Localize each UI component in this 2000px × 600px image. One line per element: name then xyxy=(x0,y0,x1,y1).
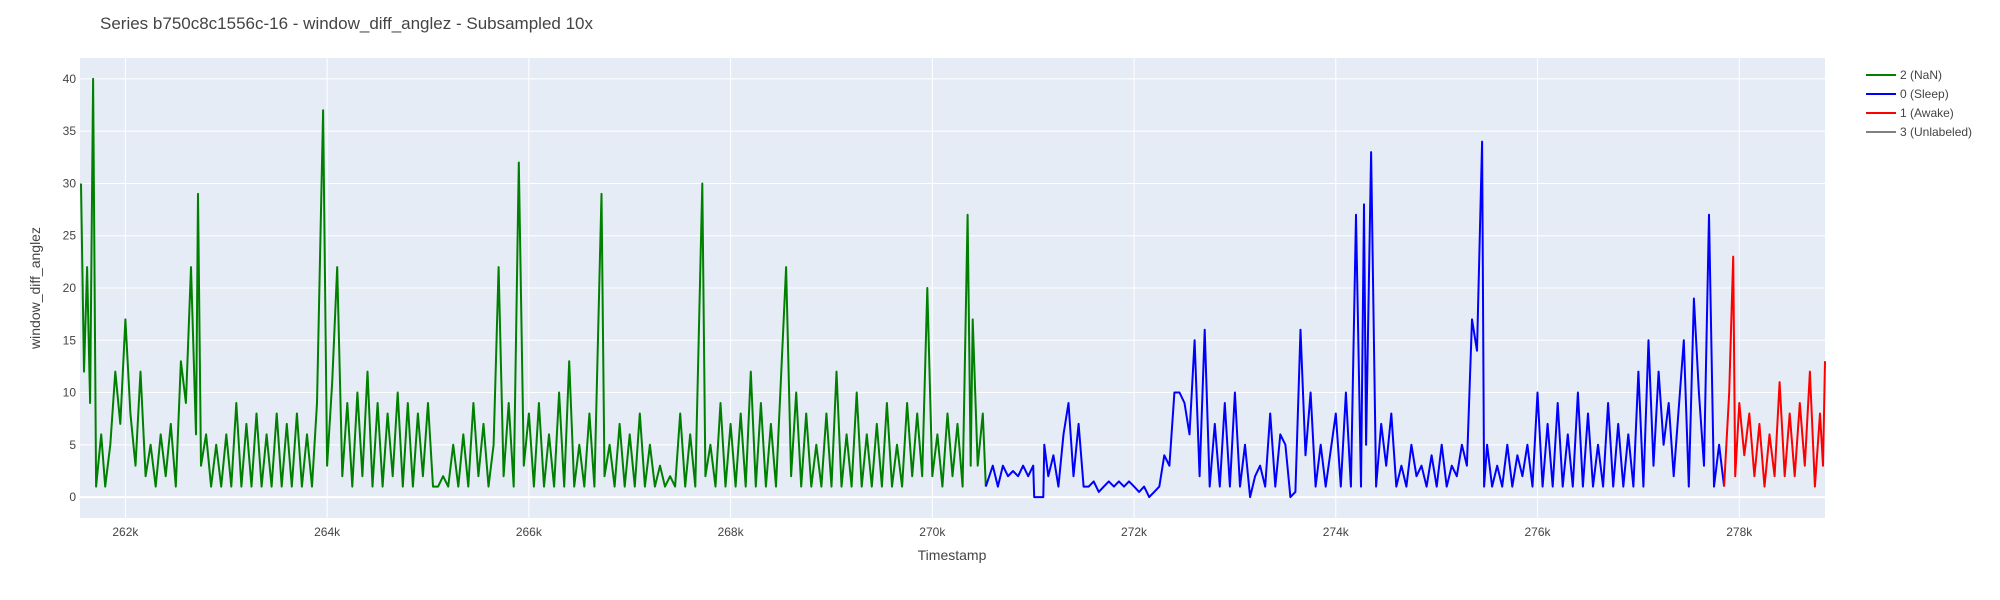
x-tick-label: 276k xyxy=(1525,525,1552,539)
x-axis-title: Timestamp xyxy=(918,547,987,563)
y-tick-label: 35 xyxy=(63,124,77,138)
x-tick-label: 268k xyxy=(718,525,745,539)
legend: 2 (NaN) 0 (Sleep) 1 (Awake) 3 (Unlabeled) xyxy=(1866,68,1972,139)
chart-title: Series b750c8c1556c-16 - window_diff_ang… xyxy=(100,14,593,33)
x-tick-label: 264k xyxy=(314,525,341,539)
x-tick-label: 272k xyxy=(1121,525,1148,539)
x-tick-label: 274k xyxy=(1323,525,1350,539)
y-tick-label: 15 xyxy=(63,333,77,347)
series-line-2 xyxy=(80,77,987,488)
legend-item-label[interactable]: 3 (Unlabeled) xyxy=(1900,125,1972,139)
x-tick-label: 278k xyxy=(1726,525,1753,539)
y-tick-label: 5 xyxy=(69,438,76,452)
x-tick-label: 270k xyxy=(919,525,946,539)
y-tick-label: 10 xyxy=(63,386,77,400)
y-tick-label: 40 xyxy=(63,72,77,86)
legend-item-label[interactable]: 2 (NaN) xyxy=(1900,68,1942,82)
series-line-0 xyxy=(984,140,1726,499)
y-tick-label: 0 xyxy=(69,490,76,504)
ticks: 0 5 10 15 20 25 30 35 40 262k 264k 266k 268k 270k 272k… xyxy=(63,72,1754,539)
series-line-1 xyxy=(1723,255,1826,488)
series-lines xyxy=(80,77,1826,499)
y-tick-label: 20 xyxy=(63,281,77,295)
x-tick-label: 266k xyxy=(516,525,543,539)
y-tick-label: 30 xyxy=(63,176,77,190)
y-tick-label: 25 xyxy=(63,229,77,243)
legend-item-label[interactable]: 0 (Sleep) xyxy=(1900,87,1949,101)
x-tick-label: 262k xyxy=(112,525,139,539)
y-axis-title: window_diff_anglez xyxy=(27,227,43,350)
legend-item-label[interactable]: 1 (Awake) xyxy=(1900,106,1954,120)
